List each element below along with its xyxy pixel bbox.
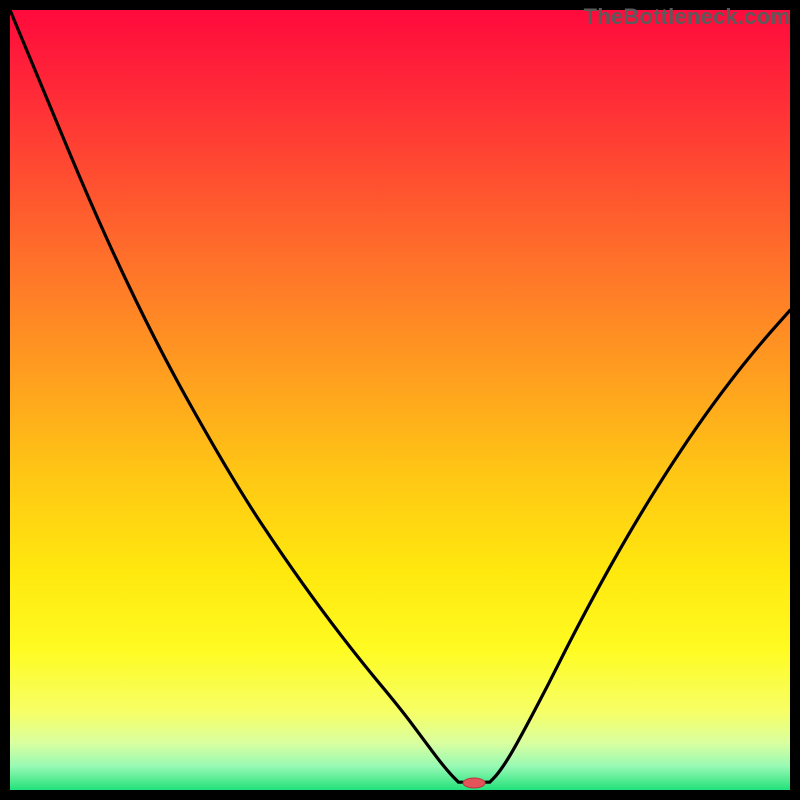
bottleneck-chart xyxy=(0,0,800,800)
plot-background xyxy=(10,10,790,790)
watermark-text: TheBottleneck.com xyxy=(584,4,790,30)
chart-container: { "chart": { "type": "bottleneck-curve",… xyxy=(0,0,800,800)
optimal-marker xyxy=(463,778,485,788)
